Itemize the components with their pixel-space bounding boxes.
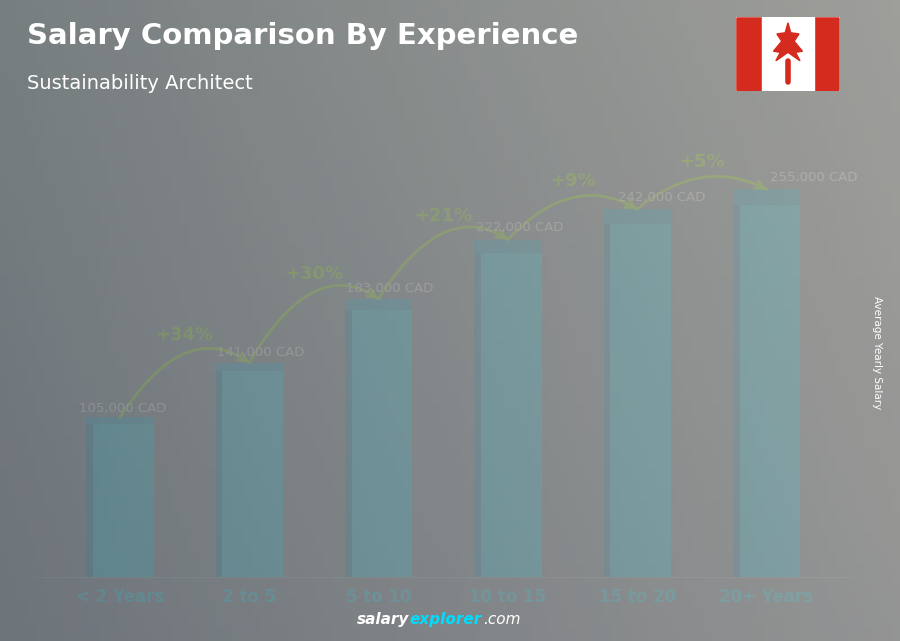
Bar	[604, 209, 610, 577]
Polygon shape	[773, 23, 803, 61]
Text: salary: salary	[357, 612, 410, 627]
Bar	[216, 363, 283, 577]
Text: 242,000 CAD: 242,000 CAD	[617, 190, 706, 204]
Text: 222,000 CAD: 222,000 CAD	[475, 221, 563, 235]
Bar	[733, 189, 800, 205]
Bar	[216, 363, 283, 371]
Bar	[86, 417, 93, 577]
Text: Salary Comparison By Experience: Salary Comparison By Experience	[27, 22, 578, 51]
Bar	[86, 417, 154, 424]
Text: explorer: explorer	[410, 612, 482, 627]
Bar	[474, 240, 542, 253]
Text: .com: .com	[483, 612, 521, 627]
Bar	[474, 240, 542, 577]
Bar	[345, 299, 412, 577]
Bar	[736, 17, 762, 91]
Text: +9%: +9%	[550, 172, 595, 190]
Bar	[86, 417, 154, 577]
Text: Average Yearly Salary: Average Yearly Salary	[872, 296, 883, 409]
Text: Sustainability Architect: Sustainability Architect	[27, 74, 253, 93]
Text: +21%: +21%	[414, 208, 472, 226]
Bar	[345, 299, 352, 577]
Text: +5%: +5%	[679, 153, 725, 172]
Bar	[814, 17, 840, 91]
Bar	[604, 209, 670, 224]
Text: 255,000 CAD: 255,000 CAD	[770, 171, 858, 183]
Bar	[216, 363, 222, 577]
Text: 141,000 CAD: 141,000 CAD	[217, 346, 304, 360]
Bar	[733, 189, 800, 577]
Bar	[474, 240, 481, 577]
Bar	[733, 189, 740, 577]
Text: +34%: +34%	[156, 326, 213, 344]
Text: +30%: +30%	[285, 265, 343, 283]
Bar	[345, 299, 412, 310]
Text: 105,000 CAD: 105,000 CAD	[78, 402, 166, 415]
Bar	[762, 17, 814, 91]
Text: 183,000 CAD: 183,000 CAD	[346, 281, 434, 295]
Bar	[604, 209, 670, 577]
